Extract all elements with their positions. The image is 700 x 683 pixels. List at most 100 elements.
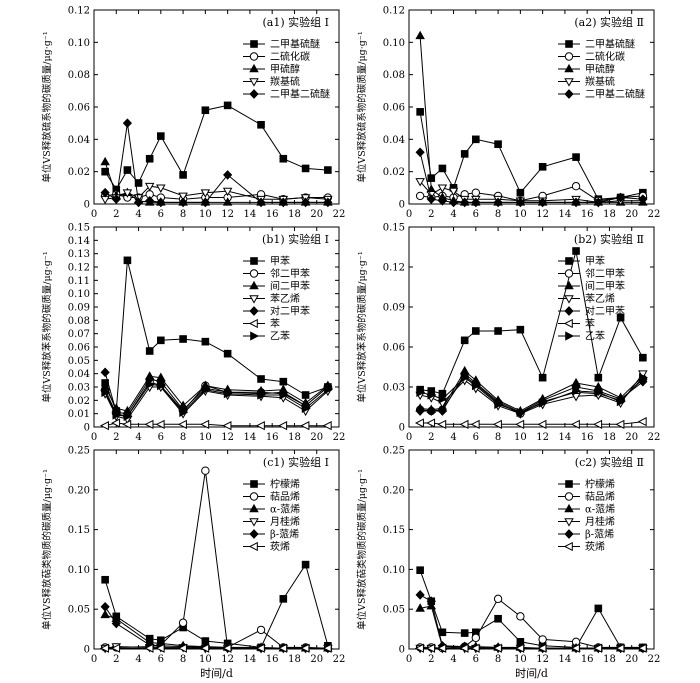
y-tick-label: 0.04 — [68, 369, 90, 380]
legend-entry: 月桂烯 — [270, 515, 300, 528]
data-point — [301, 391, 310, 399]
data-point — [179, 171, 187, 179]
series-line — [420, 598, 643, 649]
data-point — [122, 189, 133, 198]
y-axis-title: 单位VS释放硫系物的碳质量/μg·g⁻¹ — [356, 31, 368, 182]
data-point — [426, 418, 436, 428]
data-point — [156, 184, 166, 193]
data-point — [100, 609, 110, 619]
x-tick-label: 0 — [406, 432, 412, 443]
data-point — [460, 336, 469, 345]
series-莰烯 — [99, 643, 332, 653]
x-tick-label: 8 — [180, 432, 186, 443]
data-point — [222, 643, 232, 653]
data-point — [426, 194, 436, 204]
data-point — [594, 373, 603, 382]
data-point — [414, 418, 424, 428]
data-point — [616, 192, 626, 203]
data-point — [134, 179, 143, 187]
x-tick-label: 16 — [266, 209, 279, 220]
legend-entry: α-蒎烯 — [270, 503, 300, 516]
y-tick-label: 0.13 — [68, 249, 90, 260]
y-tick-label: 0 — [84, 645, 90, 656]
diamond-marker — [564, 306, 574, 316]
y-tick-label: 0.06 — [383, 103, 405, 114]
data-point — [145, 379, 155, 389]
y-tick-label: 0.01 — [68, 409, 90, 420]
x-tick-label: 18 — [288, 209, 301, 220]
data-point — [100, 187, 110, 198]
x-tick-label: 14 — [559, 432, 572, 443]
data-point — [144, 419, 154, 429]
circle-marker — [249, 52, 259, 61]
data-point — [415, 406, 425, 416]
x-tick-label: 18 — [288, 432, 301, 443]
y-tick-label: 0.12 — [383, 6, 405, 17]
data-point — [572, 247, 580, 255]
triangle-up-marker — [564, 280, 574, 290]
data-point — [324, 385, 334, 395]
y-tick-label: 0.08 — [68, 316, 90, 327]
data-point — [278, 421, 288, 431]
legend-entry: 羰基硫 — [270, 75, 300, 88]
x-tick-label: 22 — [333, 432, 346, 443]
data-point — [300, 421, 310, 431]
data-point — [278, 643, 288, 653]
x-tick-label: 20 — [310, 209, 323, 220]
legend-entry: 二甲基二硫醚 — [585, 88, 645, 101]
triangle-down-marker — [249, 78, 259, 87]
data-point — [279, 154, 288, 163]
series-α-蒎烯 — [100, 609, 333, 652]
data-point — [516, 188, 525, 197]
x-tick-label: 10 — [199, 654, 212, 665]
x-tick-label: 16 — [581, 654, 594, 665]
data-point — [639, 353, 647, 362]
data-point — [123, 411, 133, 421]
series-line — [419, 594, 643, 649]
data-point — [279, 595, 288, 603]
data-point — [494, 399, 504, 409]
panel-title: (c1) 实验组 Ⅰ — [263, 455, 329, 469]
panel-title: (b2) 实验组 Ⅱ — [574, 232, 644, 246]
series-苯乙烯 — [415, 370, 648, 419]
data-point — [133, 197, 144, 208]
x-tick-label: 22 — [648, 209, 661, 220]
chart-panel-b1: 0 2 4 6 8 10 12 14 16 18 20 22 0 0.01 0.02 0.03 0.04 0.05… — [41, 223, 345, 444]
data-point — [178, 192, 188, 202]
data-point — [593, 419, 603, 429]
data-point — [279, 390, 289, 400]
data-point — [448, 197, 459, 208]
series-二甲基硫醚 — [101, 101, 332, 194]
triangle-left-marker — [248, 318, 258, 329]
x-tick-label: 16 — [266, 432, 279, 443]
panel-title: (c2) 实验组 Ⅱ — [575, 455, 644, 469]
x-tick-label: 20 — [310, 654, 323, 665]
legend-entry: 萜品烯 — [585, 490, 615, 503]
legend-entry: β-蒎烯 — [585, 528, 614, 541]
data-point — [515, 419, 525, 429]
legend-entry: 乙苯 — [585, 330, 605, 343]
data-point — [178, 618, 188, 627]
data-point — [200, 197, 210, 208]
y-tick-label: 0.10 — [383, 565, 405, 576]
data-point — [426, 596, 436, 607]
data-point — [223, 101, 232, 110]
data-point — [324, 166, 332, 174]
data-point — [255, 421, 265, 431]
diamond-marker — [249, 89, 259, 99]
data-point — [122, 118, 132, 128]
legend-entry: 萜品烯 — [270, 490, 300, 503]
triangle-down-marker — [564, 78, 574, 87]
x-tick-label: 4 — [450, 654, 456, 665]
data-point — [593, 643, 603, 653]
y-tick-label: 0.04 — [68, 135, 90, 146]
x-tick-label: 18 — [603, 654, 616, 665]
data-point — [594, 604, 603, 613]
y-tick-label: 0.12 — [383, 263, 405, 274]
data-point — [257, 120, 265, 129]
x-tick-label: 6 — [473, 654, 479, 665]
data-point — [472, 135, 480, 144]
y-tick-label: 0.25 — [68, 446, 90, 457]
y-tick-label: 0.15 — [68, 525, 90, 536]
y-tick-label: 0.04 — [383, 135, 405, 146]
